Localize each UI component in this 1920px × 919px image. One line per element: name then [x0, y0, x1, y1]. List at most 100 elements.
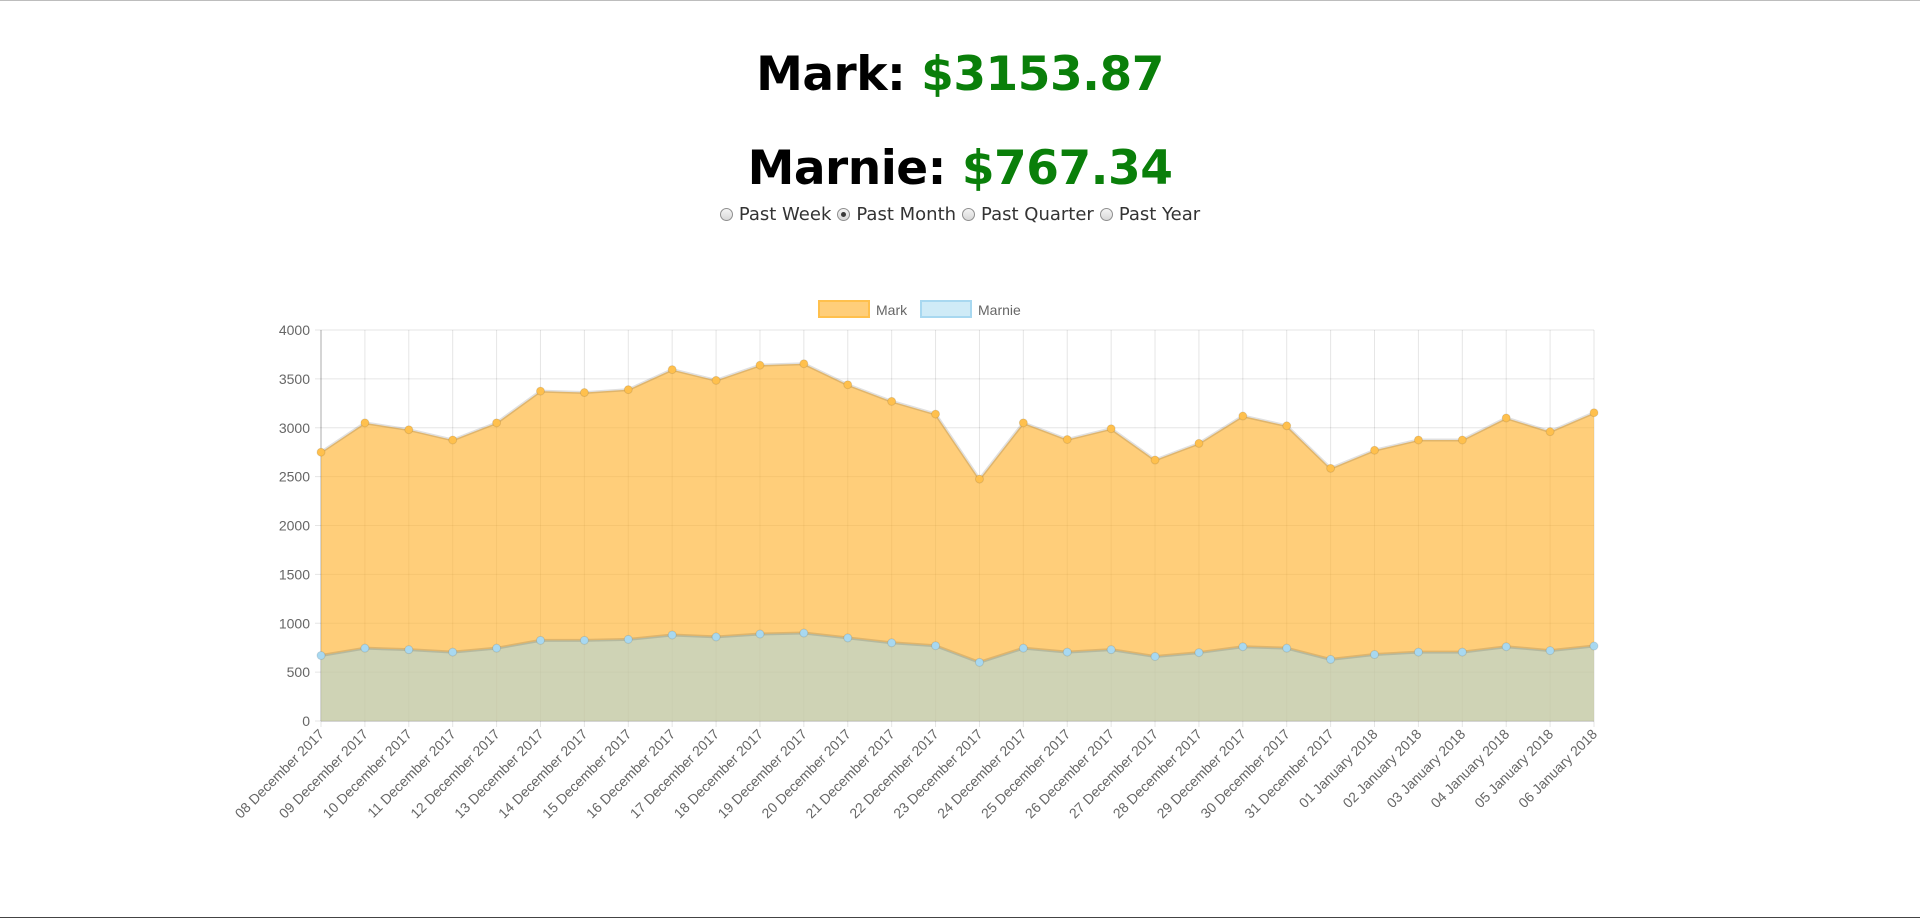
data-point-mark [799, 359, 809, 369]
data-point-mark [843, 380, 853, 390]
data-point-mark [1413, 435, 1423, 445]
data-point-mark [1150, 455, 1160, 465]
range-option-past-quarter[interactable]: Past Quarter [962, 204, 1094, 225]
data-point-marnie [1106, 645, 1116, 655]
legend-label-marnie: Marnie [978, 302, 1021, 318]
y-tick-label: 2500 [279, 469, 310, 485]
y-tick-label: 3000 [279, 420, 310, 436]
data-point-marnie [1413, 647, 1423, 657]
y-tick-label: 3500 [279, 371, 310, 387]
data-point-mark [579, 388, 589, 398]
x-tick-label: 05 January 2018 [1471, 726, 1556, 811]
data-point-mark [1370, 445, 1380, 455]
time-range-selector: Past Week Past Month Past Quarter Past Y… [0, 204, 1920, 225]
data-point-marnie [887, 638, 897, 648]
data-point-marnie [623, 634, 633, 644]
data-point-mark [1589, 408, 1599, 418]
marnie-balance-heading: Marnie: $767.34 [0, 141, 1920, 196]
data-point-mark [1194, 438, 1204, 448]
data-point-marnie [1062, 647, 1072, 657]
data-point-marnie [1501, 642, 1511, 652]
range-option-label: Past Year [1118, 204, 1201, 225]
data-point-marnie [843, 633, 853, 643]
data-point-mark [755, 360, 765, 370]
data-point-mark [1062, 434, 1072, 444]
data-point-mark [1457, 435, 1467, 445]
data-point-mark [887, 396, 897, 406]
data-point-marnie [667, 630, 677, 640]
data-point-marnie [1018, 643, 1028, 653]
legend-swatch-mark [818, 300, 870, 318]
data-point-mark [667, 365, 677, 375]
data-point-marnie [1150, 651, 1160, 661]
data-point-marnie [755, 629, 765, 639]
data-point-marnie [974, 657, 984, 667]
y-tick-label: 1000 [279, 615, 310, 631]
data-point-marnie [579, 635, 589, 645]
data-point-marnie [1545, 646, 1555, 656]
data-point-marnie [1589, 641, 1599, 651]
data-point-marnie [1370, 650, 1380, 660]
range-option-label: Past Month [856, 204, 957, 225]
radio-button[interactable] [962, 208, 976, 221]
legend-swatch-marnie [920, 300, 972, 318]
series-line-marnie [320, 631, 1595, 664]
radio-button[interactable] [1099, 208, 1113, 221]
data-point-mark [711, 375, 721, 385]
radio-button[interactable] [837, 208, 851, 221]
marnie-name-label: Marnie: [747, 141, 947, 196]
data-point-mark [1326, 463, 1336, 473]
range-option-label: Past Quarter [981, 204, 1094, 225]
data-point-mark [1018, 418, 1028, 428]
data-point-mark [404, 425, 414, 435]
y-tick-label: 1500 [279, 566, 310, 582]
data-point-mark [974, 474, 984, 484]
data-point-marnie [1326, 654, 1336, 664]
data-point-marnie [1194, 648, 1204, 658]
data-point-mark [1106, 424, 1116, 434]
marnie-balance-amount: $767.34 [961, 141, 1173, 196]
series-area-marnie [321, 633, 1594, 721]
data-point-marnie [711, 632, 721, 642]
legend-label-mark: Mark [876, 302, 908, 318]
data-point-mark [316, 447, 326, 457]
x-tick-label: 04 January 2018 [1427, 726, 1512, 811]
x-tick-label: 06 January 2018 [1515, 726, 1600, 811]
y-tick-label: 500 [287, 664, 311, 680]
data-point-mark [448, 435, 458, 445]
range-option-label: Past Week [738, 204, 832, 225]
y-tick-label: 0 [302, 713, 310, 729]
data-point-marnie [360, 643, 370, 653]
x-tick-label: 02 January 2018 [1339, 726, 1424, 811]
mark-balance-amount: $3153.87 [921, 47, 1164, 102]
range-option-past-month[interactable]: Past Month [837, 204, 956, 225]
series-line-mark [320, 362, 1595, 481]
data-point-marnie [316, 651, 326, 661]
data-point-marnie [448, 647, 458, 657]
data-point-marnie [492, 643, 502, 653]
data-point-marnie [535, 635, 545, 645]
data-point-marnie [799, 628, 809, 638]
data-point-mark [360, 418, 370, 428]
data-point-marnie [931, 641, 941, 651]
range-option-past-week[interactable]: Past Week [719, 204, 832, 225]
data-point-mark [1545, 427, 1555, 437]
data-point-marnie [1238, 642, 1248, 652]
mark-balance-heading: Mark: $3153.87 [0, 47, 1920, 102]
data-point-mark [1282, 421, 1292, 431]
y-tick-label: 2000 [279, 518, 310, 534]
data-point-mark [931, 409, 941, 419]
data-point-mark [1501, 413, 1511, 423]
mark-name-label: Mark: [756, 47, 906, 102]
y-tick-label: 4000 [279, 322, 310, 338]
data-point-marnie [404, 645, 414, 655]
data-point-mark [535, 386, 545, 396]
series-area-mark [321, 363, 1594, 721]
x-tick-label: 01 January 2018 [1296, 726, 1381, 811]
data-point-mark [492, 418, 502, 428]
x-tick-label: 03 January 2018 [1383, 726, 1468, 811]
range-option-past-year[interactable]: Past Year [1099, 204, 1201, 225]
data-point-mark [1238, 411, 1248, 421]
radio-button[interactable] [719, 208, 733, 221]
